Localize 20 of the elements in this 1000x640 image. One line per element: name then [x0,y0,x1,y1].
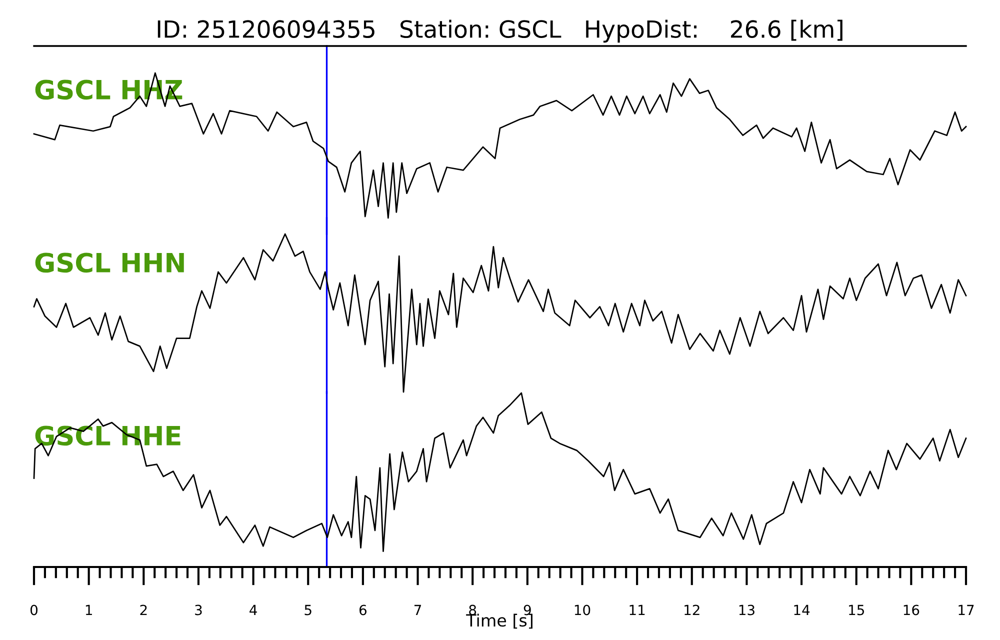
x-tick-label: 0 [30,604,38,616]
x-axis-title: Time [s] [466,614,532,629]
x-tick-label: 17 [958,604,974,616]
x-tick-label: 14 [794,604,810,616]
x-tick-label: 4 [250,604,257,616]
x-tick-label: 10 [574,604,590,616]
x-tick-label: 7 [414,604,421,616]
annotation: GSCL HHN [35,252,184,273]
x-tick-label: 12 [684,604,700,616]
x-tick-label: 11 [630,604,645,616]
x-tick-label: 9 [524,604,531,616]
x-tick-label: 16 [904,604,920,616]
x-tick-label: 2 [140,604,147,616]
x-tick-label: 1 [86,604,92,616]
chart-title: ID: 251206094355 Station: GSCL HypoDist: 26.6 [km] [158,20,842,43]
x-tick-label: 3 [195,604,202,616]
x-tick-label: 5 [304,604,312,616]
x-tick-label: 13 [739,604,754,616]
x-tick-label: 6 [359,604,366,616]
x-tick-label: 15 [849,604,864,616]
